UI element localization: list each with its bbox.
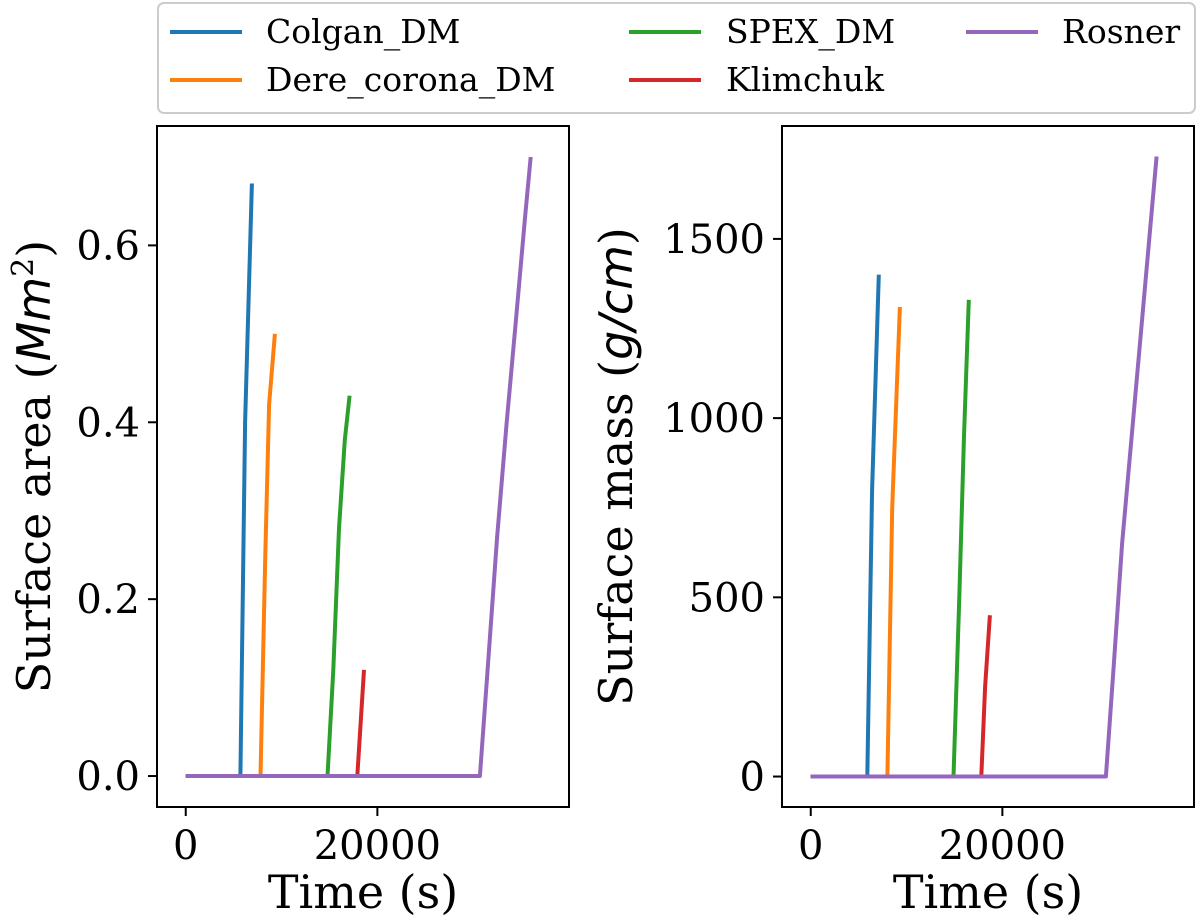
mass-ytick-label-2: 1000 xyxy=(663,396,765,442)
mass-series-rosner xyxy=(810,156,1159,779)
mass-ytick-label-1: 500 xyxy=(689,575,765,621)
legend-label-dere: Dere_corona_DM xyxy=(266,60,555,100)
area-ytick-label-0: 0.0 xyxy=(76,754,140,800)
legend: Colgan_DM Dere_corona_DM SPEX_DM Klimchu… xyxy=(157,2,1196,114)
mass-xtick-label-0: 0 xyxy=(798,823,823,869)
legend-entry-klimchuk: Klimchuk xyxy=(629,60,885,99)
legend-entry-spex: SPEX_DM xyxy=(629,12,895,52)
legend-label-colgan: Colgan_DM xyxy=(266,12,460,52)
legend-entry-colgan: Colgan_DM xyxy=(170,12,460,52)
mass-ytick-label-0: 0 xyxy=(740,755,765,801)
mass-xtick-label-1: 20000 xyxy=(939,823,1066,869)
legend-entry-dere: Dere_corona_DM xyxy=(170,60,555,100)
mass-series-colgan-dm xyxy=(810,274,881,779)
mass-axes-frame xyxy=(781,125,1195,808)
legend-label-rosner: Rosner xyxy=(1062,12,1180,51)
legend-label-spex: SPEX_DM xyxy=(726,12,895,52)
mass-series-dere-corona-dm xyxy=(810,306,902,779)
surface-mass-plot: 0 20000 0 500 1000 1500 Time (s) Surface mass (… xyxy=(589,125,1195,919)
area-ytick-label-2: 0.4 xyxy=(76,400,140,446)
mass-y-axis-label: Surface mass (g/cm) xyxy=(589,227,643,706)
area-ytick-label-3: 0.6 xyxy=(76,223,140,269)
area-x-axis-label: Time (s) xyxy=(268,865,458,919)
mass-x-axis-label: Time (s) xyxy=(893,865,1083,919)
area-ytick-label-1: 0.2 xyxy=(76,577,140,623)
mass-series-klimchuk xyxy=(810,615,992,779)
area-xtick-label-0: 0 xyxy=(173,823,198,869)
area-series-colgan-dm xyxy=(185,183,254,778)
area-axes-frame xyxy=(156,125,570,808)
area-xtick-label-1: 20000 xyxy=(314,823,441,869)
area-series-klimchuk xyxy=(185,669,366,778)
legend-label-klimchuk: Klimchuk xyxy=(726,60,885,99)
area-series-dere-corona-dm xyxy=(185,333,277,778)
legend-entry-rosner: Rosner xyxy=(966,12,1180,51)
mass-ytick-label-3: 1500 xyxy=(663,217,765,263)
surface-area-plot: 0 20000 0.0 0.2 0.4 0.6 Time (s) Surface area (… xyxy=(6,125,570,919)
legend-frame xyxy=(157,2,1196,114)
area-y-axis-label: Surface area (Mm2) xyxy=(6,240,61,693)
area-series-rosner xyxy=(185,156,533,778)
